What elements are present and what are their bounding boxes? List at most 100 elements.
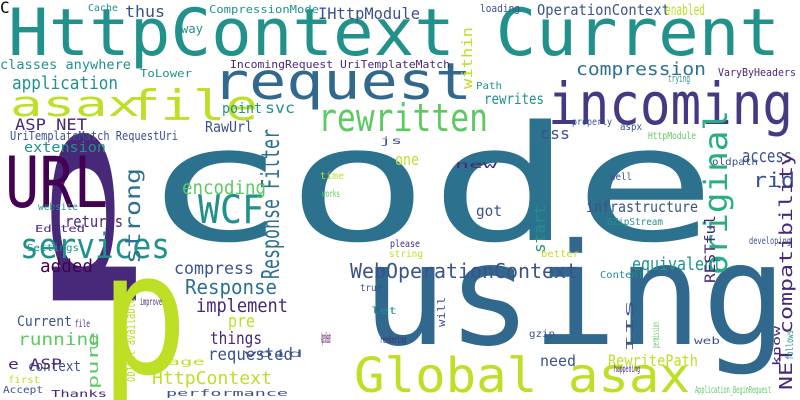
word: compression — [576, 59, 706, 80]
word: way — [181, 22, 203, 36]
word: permission — [651, 322, 662, 348]
word: please — [390, 239, 420, 250]
word: Path — [476, 81, 502, 92]
word: happening — [614, 364, 640, 375]
word: js — [380, 136, 402, 147]
word: string — [389, 249, 423, 260]
word: void — [243, 349, 303, 360]
word: improve — [140, 297, 162, 308]
word: true — [360, 283, 382, 294]
word: object available — [123, 298, 139, 382]
word: VaryByHeaders — [718, 66, 796, 79]
word: developing — [749, 236, 791, 247]
word: implement — [196, 295, 288, 317]
word: Accept — [3, 385, 43, 396]
word: pure — [86, 332, 102, 389]
word: RawUrl — [205, 118, 253, 136]
word: Settings — [27, 243, 79, 254]
word: IncomingRequest UriTemplateMatch — [230, 58, 450, 71]
word: UriTemplateMatch RequestUri — [10, 129, 178, 143]
word: asax — [10, 85, 140, 125]
word: access — [742, 146, 792, 167]
word: HttpContext — [152, 368, 272, 389]
word: let — [371, 306, 397, 317]
word: got — [476, 202, 502, 220]
word: request — [212, 53, 472, 112]
word: page — [155, 357, 205, 368]
word: new — [455, 160, 497, 171]
word: returns — [65, 212, 123, 231]
word: OperationContext — [537, 1, 670, 19]
word: services — [20, 227, 170, 267]
word: thus — [125, 2, 165, 21]
word: know — [770, 326, 783, 366]
word: equivalent — [632, 254, 722, 275]
word: Cache — [88, 3, 118, 14]
word: file — [75, 319, 90, 330]
word: application — [12, 73, 118, 94]
word: Response Filter — [256, 129, 285, 279]
word: gzip — [529, 329, 555, 340]
word: one — [395, 150, 419, 169]
word: properly — [572, 117, 612, 128]
word: IHttpModule — [318, 4, 420, 23]
word: RESTful — [703, 215, 719, 283]
word: AppendHeader — [321, 329, 331, 347]
word: using — [362, 214, 787, 378]
word: IIS — [625, 300, 636, 352]
word: rid — [753, 168, 795, 192]
word: HttpContext Current — [8, 0, 780, 71]
word: ToLower — [140, 67, 192, 80]
word: running — [18, 330, 101, 350]
word: css — [540, 124, 570, 143]
word: things — [210, 329, 262, 349]
word: Current — [17, 314, 72, 330]
word: performance — [166, 389, 288, 399]
word: rendering — [380, 335, 406, 346]
word: well — [610, 172, 632, 183]
word: classes anywhere — [0, 58, 131, 73]
word: time — [320, 171, 344, 182]
word: loading — [480, 2, 520, 15]
word: extension — [24, 140, 106, 156]
word: rewrites — [484, 90, 544, 108]
word: C — [0, 0, 10, 17]
word: aspx — [620, 122, 642, 133]
word: web — [694, 336, 720, 347]
word: context — [28, 359, 81, 375]
word: rewritten — [318, 96, 488, 140]
word: encoding — [182, 177, 266, 199]
word: trying — [668, 72, 690, 85]
word: enabled — [665, 1, 705, 19]
word: Application_BeginRequest — [695, 385, 771, 396]
word: Edited — [35, 224, 85, 235]
word: RewritePath — [608, 351, 698, 370]
word: HttpModule — [648, 131, 696, 142]
word: infrastructure — [586, 198, 698, 216]
word: ASP NET — [15, 115, 87, 134]
word: incoming — [548, 70, 793, 138]
word: oldpath — [712, 157, 758, 168]
word: strong — [121, 168, 145, 264]
word: point — [222, 101, 262, 117]
word: CompressionMode — [209, 3, 319, 16]
word: code — [142, 91, 717, 278]
word: Global asax — [354, 348, 690, 400]
word: will — [435, 297, 448, 327]
word: better — [541, 249, 579, 260]
word: need — [540, 352, 576, 370]
word: within — [460, 27, 476, 89]
word: Content — [600, 270, 644, 281]
word: Response — [185, 275, 277, 299]
word: first — [8, 375, 40, 386]
word: works — [322, 189, 340, 200]
word: start — [530, 205, 549, 253]
word: WCF — [198, 188, 264, 233]
word: Thanks — [51, 389, 107, 400]
word: file — [128, 81, 258, 130]
word: p — [100, 216, 188, 400]
word: follows — [785, 330, 796, 360]
word: svc — [265, 99, 295, 117]
word: e ASP — [8, 357, 62, 373]
